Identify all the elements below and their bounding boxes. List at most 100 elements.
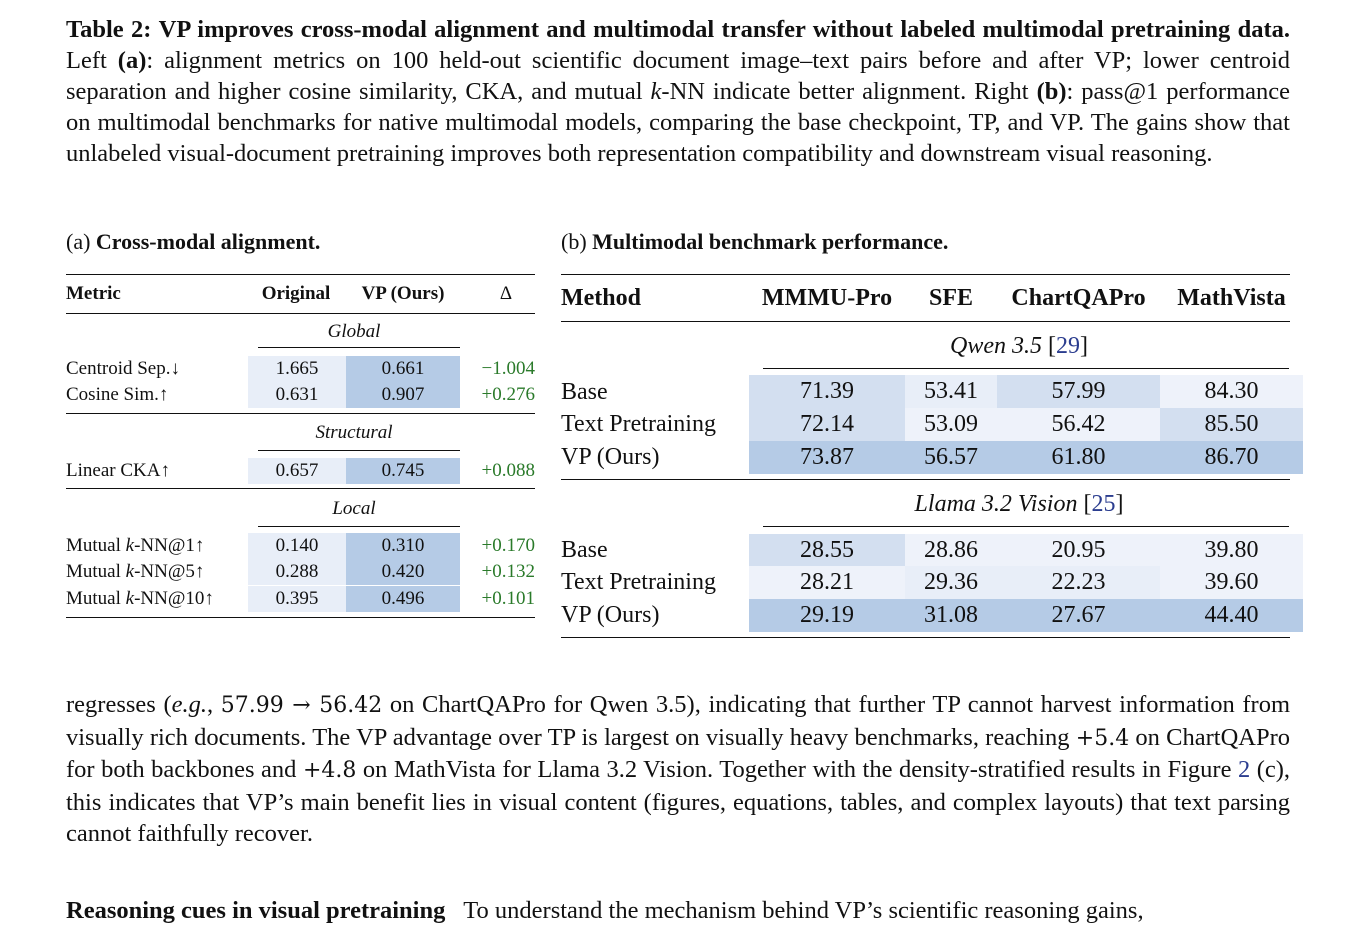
method-label: VP (Ours)	[561, 602, 660, 628]
bottom-rule	[561, 637, 1290, 638]
caption-label: Table 2:	[66, 16, 152, 43]
table-caption: Table 2: VP improves cross-modal alignme…	[66, 14, 1290, 169]
header-original: Original	[261, 283, 331, 304]
header-delta: Δ	[499, 283, 513, 304]
figure-link[interactable]: 2	[1237, 756, 1251, 783]
caption-text: : alignment metrics on 100 held-out scie…	[66, 47, 1290, 105]
score-cell: 61.80	[997, 441, 1160, 474]
score-cell: 31.08	[905, 599, 997, 632]
score-cell: 28.55	[749, 534, 905, 567]
original-value: 0.288	[248, 559, 346, 585]
score-cell: 28.21	[749, 566, 905, 599]
score-cell: 84.30	[1160, 375, 1303, 408]
score-cell: 71.39	[749, 375, 905, 408]
subtable-a-prefix: (a)	[66, 229, 91, 254]
score-cell: 72.14	[749, 408, 905, 441]
header-sfe: SFE	[928, 285, 973, 311]
group-llama: Llama 3.2 Vision [25]	[914, 491, 1124, 517]
vp-value: 0.745	[346, 458, 460, 484]
metric-label: Linear CKA↑	[66, 460, 170, 481]
score-cell: 56.42	[997, 408, 1160, 441]
header-mathvista: MathVista	[1177, 285, 1286, 311]
caption-text: : pass@1 performance on multimodal bench…	[66, 78, 1291, 167]
citation-link[interactable]: 29	[1056, 333, 1080, 359]
metric-label: Mutual k-NN@10↑	[66, 588, 214, 609]
method-label: Text Pretraining	[561, 411, 716, 437]
header-vp: VP (Ours)	[361, 283, 445, 304]
caption-text: Left	[66, 47, 107, 74]
subtable-b-title: Multimodal benchmark performance.	[592, 229, 949, 254]
header-rule	[66, 313, 535, 314]
score-cell: 29.19	[749, 599, 905, 632]
section-local: Local	[332, 498, 376, 519]
header-metric: Metric	[66, 283, 121, 304]
metric-label: Cosine Sim.↑	[66, 384, 169, 405]
score-cell: 73.87	[749, 441, 905, 474]
bottom-rule	[66, 617, 535, 618]
score-cell: 27.67	[997, 599, 1160, 632]
subtable-a-heading: (a) Cross-modal alignment.	[66, 229, 320, 255]
section-rule	[258, 347, 460, 348]
score-cell: 86.70	[1160, 441, 1303, 474]
score-cell: 39.60	[1160, 566, 1303, 599]
original-value: 0.395	[248, 586, 346, 612]
math-inline: +5.4	[1075, 725, 1130, 751]
header-mmmu-pro: MMMU-Pro	[761, 285, 893, 311]
score-cell: 44.40	[1160, 599, 1303, 632]
delta-value: +0.101	[481, 588, 535, 609]
score-cell: 29.36	[905, 566, 997, 599]
vp-value: 0.496	[346, 586, 460, 612]
header-method: Method	[561, 285, 641, 311]
section-structural: Structural	[315, 422, 393, 443]
caption-a-label: (a)	[117, 47, 147, 74]
top-rule	[66, 274, 535, 275]
score-cell: 56.57	[905, 441, 997, 474]
score-cell: 57.99	[997, 375, 1160, 408]
metric-label: Centroid Sep.↓	[66, 358, 180, 379]
group-divider	[561, 479, 1290, 480]
method-label: Base	[561, 537, 608, 563]
score-cell: 39.80	[1160, 534, 1303, 567]
metric-label: Mutual k-NN@1↑	[66, 535, 205, 556]
paragraph-heading: Reasoning cues in visual pretraining	[66, 897, 446, 924]
delta-value: +0.132	[481, 561, 535, 582]
math-inline: +4.8	[302, 758, 357, 783]
paragraph-text: To understand the mechanism behind VP’s …	[463, 897, 1144, 924]
section-rule	[66, 488, 535, 489]
score-cell: 53.09	[905, 408, 997, 441]
body-paragraph: regresses (e.g., 57.99 → 56.42 on ChartQ…	[66, 691, 1291, 847]
caption-k: k	[650, 78, 662, 105]
original-value: 0.657	[248, 458, 346, 484]
header-chartqapro: ChartQAPro	[1011, 285, 1146, 311]
section-global: Global	[327, 321, 381, 342]
section-rule	[258, 450, 460, 451]
delta-value: +0.276	[481, 384, 535, 405]
header-rule	[561, 321, 1290, 322]
vp-value: 0.661	[346, 356, 460, 382]
vp-value: 0.907	[346, 382, 460, 408]
original-value: 0.140	[248, 533, 346, 559]
original-value: 0.631	[248, 382, 346, 408]
delta-value: +0.170	[481, 535, 535, 556]
delta-value: +0.088	[481, 460, 535, 481]
caption-b-label: (b)	[1036, 78, 1067, 105]
score-cell: 28.86	[905, 534, 997, 567]
group-qwen: Qwen 3.5 [29]	[950, 333, 1088, 359]
method-label: Base	[561, 379, 608, 405]
group-rule	[763, 526, 1289, 527]
next-paragraph: Reasoning cues in visual pretraining To …	[66, 895, 1296, 926]
delta-value: −1.004	[481, 358, 535, 379]
vp-value: 0.420	[346, 559, 460, 585]
caption-text: -NN indicate better alignment. Right	[661, 78, 1029, 105]
method-label: VP (Ours)	[561, 444, 660, 470]
section-rule	[66, 413, 535, 414]
section-rule	[258, 526, 460, 527]
subtable-b-prefix: (b)	[561, 229, 587, 254]
original-value: 1.665	[248, 356, 346, 382]
citation-link[interactable]: 25	[1091, 491, 1116, 517]
caption-title: VP improves cross-modal alignment and mu…	[158, 16, 1290, 43]
subtable-b-heading: (b) Multimodal benchmark performance.	[561, 229, 948, 255]
score-cell: 22.23	[997, 566, 1160, 599]
score-cell: 20.95	[997, 534, 1160, 567]
score-cell: 85.50	[1160, 408, 1303, 441]
